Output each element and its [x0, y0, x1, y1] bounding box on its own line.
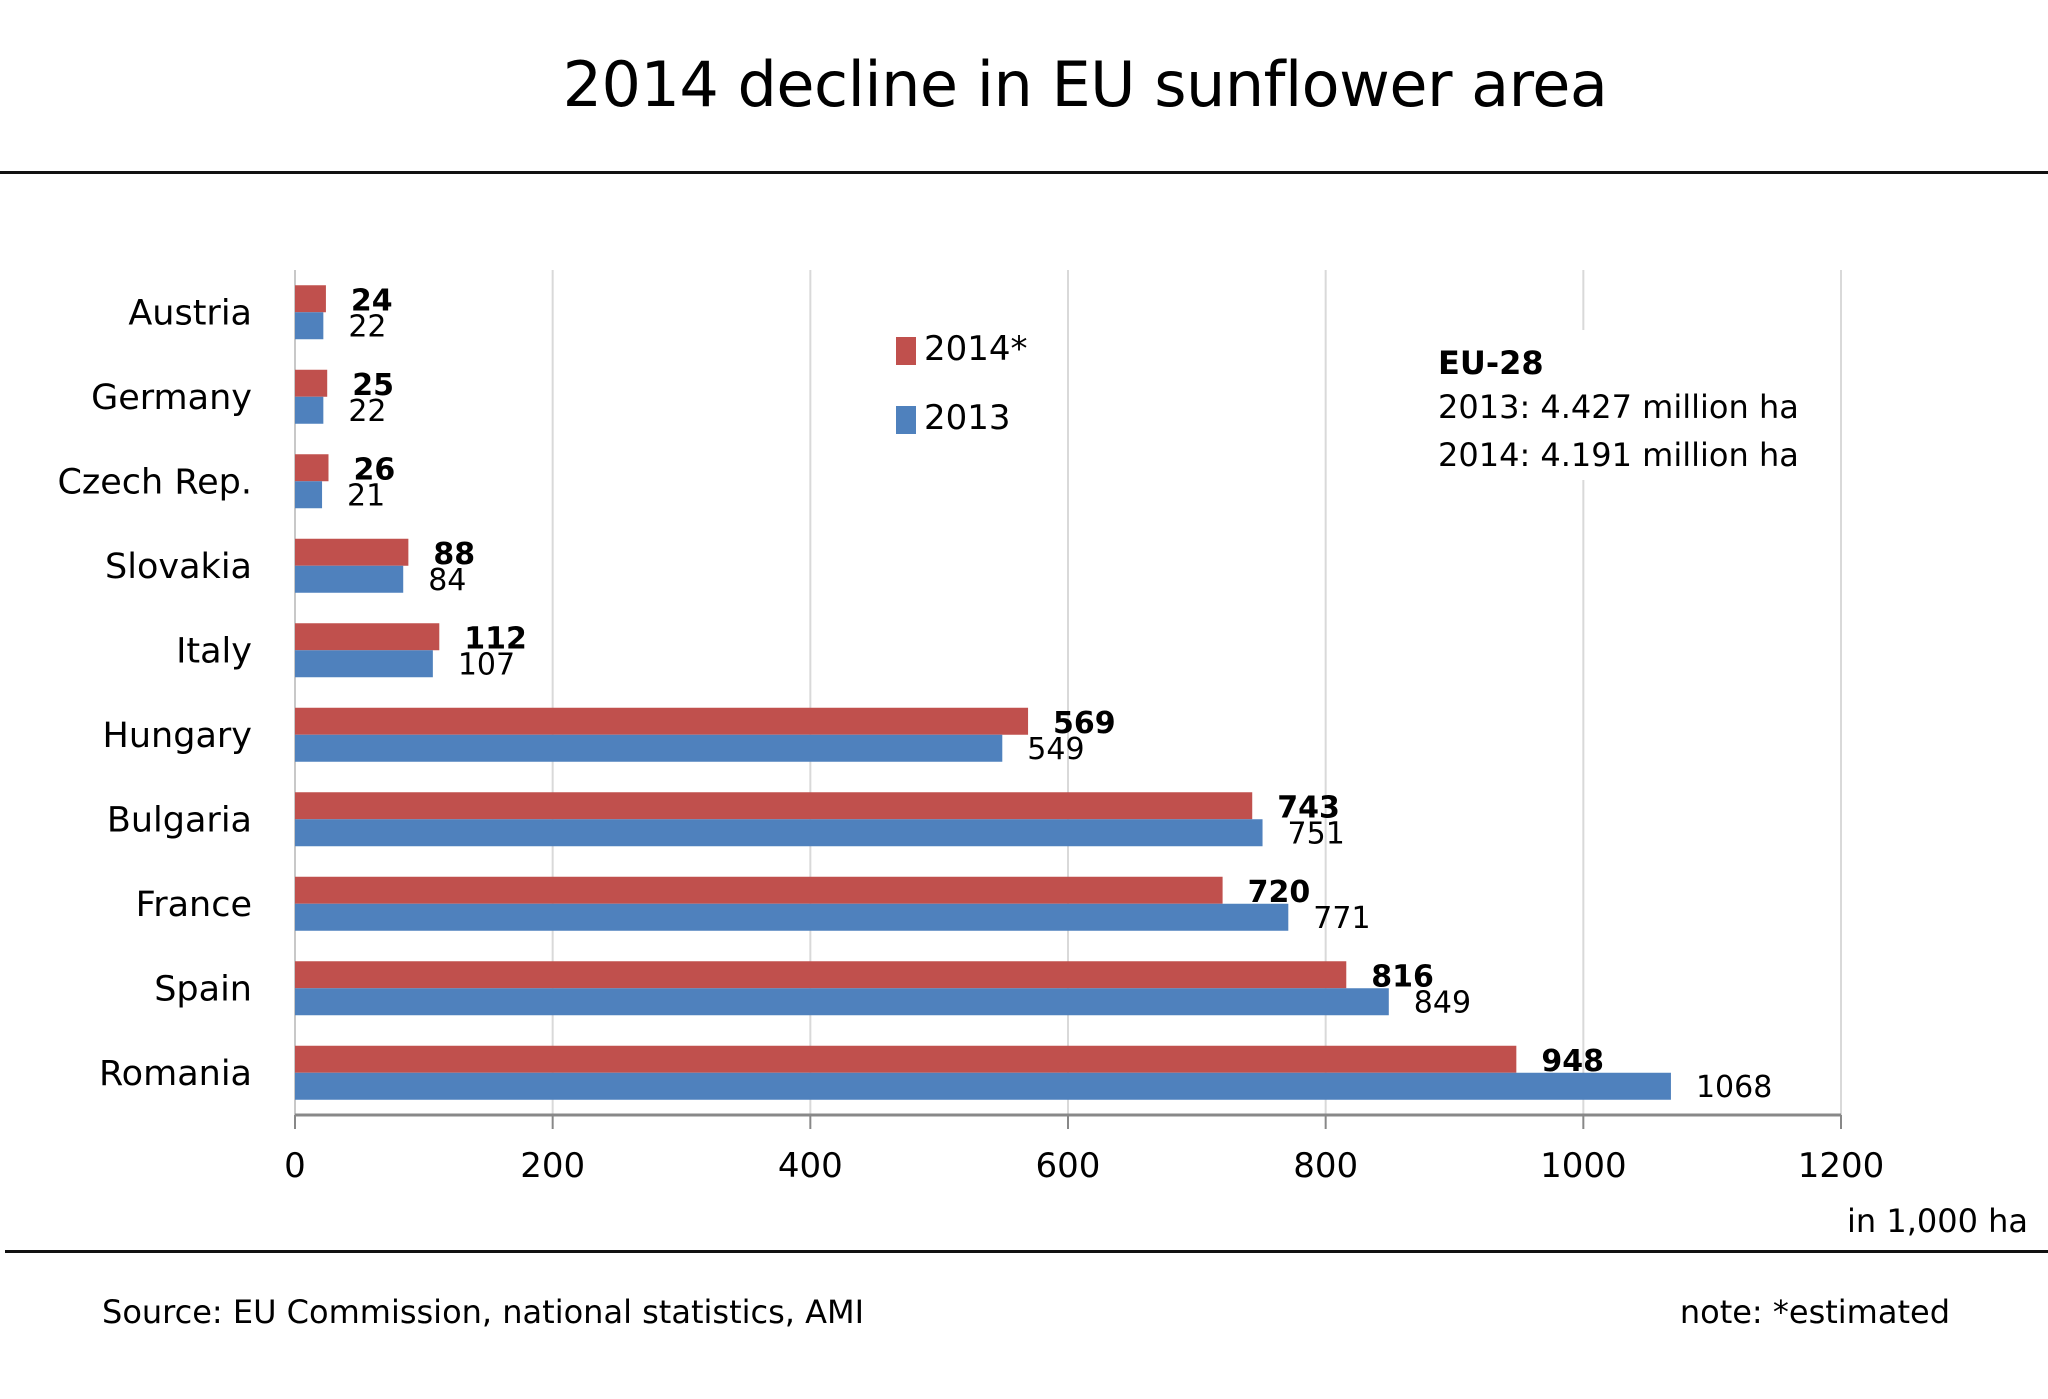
category-label: Austria	[128, 293, 252, 333]
bar-2014	[295, 538, 409, 566]
bottom-divider	[5, 1250, 2048, 1253]
legend: 2014* 2013	[896, 329, 1028, 438]
category-label: Czech Rep.	[57, 462, 252, 502]
data-label-2014: 25	[352, 368, 394, 403]
bar-2013	[295, 312, 324, 340]
data-label-2014: 569	[1053, 706, 1116, 741]
data-label-2013: 849	[1414, 985, 1471, 1020]
x-tick-label: 1000	[1540, 1146, 1627, 1186]
legend-swatch-2014	[896, 337, 916, 365]
data-label-2014: 88	[433, 537, 475, 572]
top-divider	[0, 171, 2048, 174]
source-note: Source: EU Commission, national statisti…	[102, 1293, 865, 1331]
data-label-2013: 771	[1313, 901, 1370, 936]
bar-2013	[295, 481, 323, 509]
legend-label-2013: 2013	[924, 398, 1011, 438]
x-tick-label: 200	[520, 1146, 585, 1186]
x-tick-label: 800	[1293, 1146, 1358, 1186]
bars	[295, 285, 1671, 1100]
bar-2014	[295, 707, 1029, 735]
x-tick-label: 1200	[1798, 1146, 1885, 1186]
x-tick-label: 400	[778, 1146, 843, 1186]
data-label-2014: 24	[351, 283, 393, 318]
legend-label-2014: 2014*	[924, 329, 1028, 369]
x-axis: 0 200 400 600 800 1000 1200	[284, 1113, 1885, 1186]
bar-2014	[295, 369, 328, 397]
data-label-2013: 21	[347, 478, 385, 513]
data-label-2013: 751	[1288, 816, 1345, 851]
category-label: Bulgaria	[107, 800, 252, 840]
value-labels: 2422252226218884112107569549743751720771…	[347, 283, 1772, 1105]
annotation-heading: EU-28	[1438, 344, 1544, 382]
bar-2013	[295, 396, 324, 424]
category-label: Hungary	[103, 716, 252, 756]
bar-2013	[295, 903, 1289, 931]
data-label-2013: 107	[458, 647, 515, 682]
bar-2014	[295, 454, 329, 482]
data-label-2013: 549	[1027, 732, 1084, 767]
data-label-2014: 948	[1541, 1044, 1604, 1079]
category-label: Germany	[91, 378, 252, 418]
bar-2014	[295, 623, 440, 651]
legend-swatch-2013	[896, 406, 916, 434]
category-labels: Austria Germany Czech Rep. Slovakia Italy Hun…	[57, 293, 252, 1094]
data-label-2013: 22	[348, 309, 386, 344]
bar-2014	[295, 961, 1347, 989]
x-tick-label: 600	[1036, 1146, 1101, 1186]
bar-2013	[295, 819, 1263, 847]
bar-2013	[295, 650, 433, 678]
annotation-2014: 2014: 4.191 million ha	[1438, 436, 1799, 474]
data-label-2014: 112	[464, 621, 527, 656]
bar-2013	[295, 1072, 1671, 1100]
eu28-annotation: EU-28 2013: 4.427 million ha 2014: 4.191…	[1420, 330, 1800, 480]
bar-2014	[295, 285, 326, 313]
annotation-2013: 2013: 4.427 million ha	[1438, 388, 1799, 426]
category-label: Slovakia	[105, 547, 252, 587]
data-label-2013: 84	[428, 563, 466, 598]
data-label-2014: 720	[1248, 875, 1311, 910]
category-label: Italy	[176, 631, 252, 671]
estimate-note: note: *estimated	[1679, 1293, 1950, 1331]
data-label-2014: 26	[353, 452, 395, 487]
bar-2013	[295, 734, 1003, 762]
data-label-2014: 743	[1277, 790, 1340, 825]
x-tick-label: 0	[284, 1146, 306, 1186]
chart-title: 2014 decline in EU sunflower area	[562, 48, 1608, 121]
category-label: Spain	[154, 969, 252, 1009]
category-label: France	[136, 885, 252, 925]
bar-2014	[295, 792, 1253, 820]
data-label-2013: 1068	[1696, 1070, 1772, 1105]
data-label-2014: 816	[1371, 959, 1434, 994]
data-label-2013: 22	[348, 394, 386, 429]
bar-2013	[295, 565, 404, 593]
category-label: Romania	[99, 1054, 252, 1094]
bar-2014	[295, 876, 1223, 904]
bar-2014	[295, 1045, 1517, 1073]
bar-2013	[295, 988, 1389, 1016]
x-axis-unit-label: in 1,000 ha	[1847, 1202, 2028, 1240]
